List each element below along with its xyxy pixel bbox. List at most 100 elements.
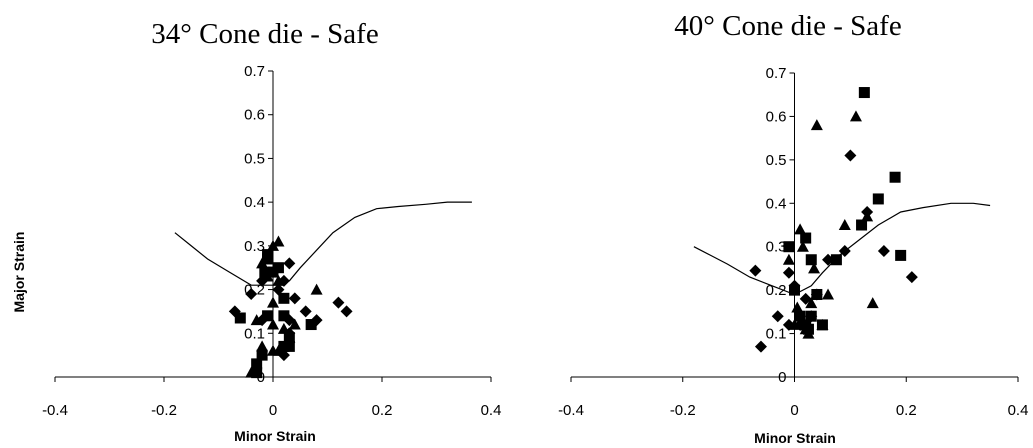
data-point-triangle bbox=[791, 301, 804, 313]
data-point-square bbox=[305, 319, 317, 331]
data-point-triangle bbox=[250, 314, 263, 326]
data-point-diamond bbox=[340, 305, 353, 318]
data-point-square bbox=[794, 310, 806, 322]
data-point-triangle bbox=[288, 318, 301, 330]
x-axis-label: Minor Strain bbox=[234, 428, 316, 444]
data-point-square bbox=[278, 340, 290, 352]
data-point-square bbox=[259, 266, 271, 278]
x-tick-label: -0.4 bbox=[42, 402, 68, 419]
data-point-diamond bbox=[838, 245, 851, 258]
chart-title: 40° Cone die - Safe bbox=[674, 10, 901, 42]
data-point-square bbox=[856, 219, 868, 231]
data-point-diamond bbox=[754, 340, 767, 353]
data-point-triangle bbox=[272, 235, 285, 247]
data-point-triangle bbox=[822, 288, 835, 300]
y-tick-label: 0.6 bbox=[244, 107, 265, 124]
x-tick-label: -0.4 bbox=[558, 402, 584, 419]
data-point-triangle bbox=[310, 283, 323, 295]
x-tick-label: 0.4 bbox=[481, 402, 502, 419]
data-point-triangle bbox=[808, 262, 821, 274]
data-point-square bbox=[895, 249, 907, 261]
data-point-triangle bbox=[283, 331, 296, 343]
data-point-square bbox=[789, 284, 800, 296]
data-point-square bbox=[251, 358, 263, 370]
y-tick-label: 0.5 bbox=[244, 150, 265, 167]
data-point-square bbox=[805, 254, 817, 266]
data-point-square bbox=[889, 171, 901, 183]
data-point-diamond bbox=[332, 296, 345, 309]
data-point-square bbox=[858, 87, 870, 99]
data-point-triangle bbox=[802, 327, 815, 339]
y-tick-label: 0.3 bbox=[766, 239, 787, 256]
data-point-triangle bbox=[267, 296, 279, 308]
data-point-triangle bbox=[838, 219, 851, 230]
y-axis-label: Major Strain bbox=[11, 232, 27, 313]
data-point-diamond bbox=[905, 271, 918, 284]
data-point-square bbox=[783, 241, 795, 253]
data-point-diamond bbox=[272, 283, 285, 296]
data-point-triangle bbox=[277, 322, 290, 334]
data-point-square bbox=[278, 292, 290, 304]
x-tick-label: 0.4 bbox=[1008, 402, 1029, 419]
x-axis-label: Minor Strain bbox=[754, 430, 836, 446]
chart-title: 34° Cone die - Safe bbox=[151, 18, 378, 50]
data-point-triangle bbox=[849, 110, 862, 122]
x-tick-label: -0.2 bbox=[670, 402, 696, 419]
data-point-triangle bbox=[256, 340, 269, 352]
data-point-triangle bbox=[267, 318, 279, 330]
forming-limit-curve bbox=[174, 201, 472, 286]
chart-34-deg: 34° Cone die - Safe Minor Strain Major S… bbox=[11, 18, 501, 444]
data-point-square bbox=[256, 349, 268, 361]
data-point-triangle bbox=[788, 318, 801, 330]
data-point-square bbox=[251, 367, 263, 379]
data-point-square bbox=[811, 288, 823, 300]
x-tick-label: -0.2 bbox=[151, 402, 177, 419]
data-point-triangle bbox=[782, 253, 795, 265]
data-point-diamond bbox=[299, 305, 312, 318]
data-point-triangle bbox=[816, 318, 829, 330]
data-point-square bbox=[805, 310, 817, 322]
data-point-triangle bbox=[866, 297, 879, 309]
data-point-diamond bbox=[288, 292, 301, 305]
y-tick-label: 0.7 bbox=[766, 65, 787, 82]
data-point-square bbox=[278, 310, 290, 322]
y-tick-label: 0 bbox=[778, 369, 786, 386]
y-tick-label: 0.1 bbox=[244, 325, 265, 342]
data-point-square bbox=[234, 312, 246, 324]
data-point-diamond bbox=[799, 292, 812, 305]
x-tick-label: 0.2 bbox=[896, 402, 917, 419]
y-tick-label: 0.1 bbox=[766, 326, 787, 343]
y-tick-label: 0.2 bbox=[766, 282, 787, 299]
data-point-triangle bbox=[810, 119, 823, 131]
x-tick-label: 0 bbox=[269, 402, 277, 419]
data-point-square bbox=[872, 193, 884, 205]
y-tick-label: 0.6 bbox=[766, 108, 787, 125]
data-point-diamond bbox=[771, 310, 784, 323]
y-tick-label: 0.4 bbox=[244, 194, 265, 211]
x-tick-label: 0 bbox=[790, 402, 798, 419]
chart-40-deg: 40° Cone die - Safe Minor Strain -0.4 -0.… bbox=[558, 10, 1028, 446]
forming-limit-curve bbox=[693, 202, 991, 296]
data-point-square bbox=[267, 266, 279, 278]
data-point-diamond bbox=[283, 257, 296, 270]
y-tick-label: 0.7 bbox=[244, 63, 265, 80]
data-point-square bbox=[800, 232, 812, 244]
data-point-triangle bbox=[267, 239, 279, 251]
data-point-triangle bbox=[256, 257, 269, 269]
y-tick-label: 0.4 bbox=[766, 195, 787, 212]
data-point-diamond bbox=[245, 287, 258, 300]
data-point-triangle bbox=[261, 270, 274, 282]
data-point-diamond bbox=[782, 266, 795, 279]
data-point-triangle bbox=[794, 223, 807, 235]
data-point-square bbox=[262, 249, 274, 261]
x-tick-label: 0.2 bbox=[372, 402, 393, 419]
data-point-triangle bbox=[861, 210, 874, 222]
data-point-diamond bbox=[749, 264, 762, 277]
data-point-square bbox=[830, 254, 842, 266]
y-tick-label: 0.5 bbox=[766, 152, 787, 169]
y-tick-label: 0.3 bbox=[244, 238, 265, 255]
data-point-diamond bbox=[877, 245, 890, 258]
data-point-square bbox=[262, 310, 274, 322]
data-point-diamond bbox=[844, 149, 857, 162]
